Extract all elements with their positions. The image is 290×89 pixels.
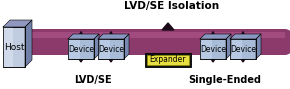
Bar [68, 39, 94, 59]
Polygon shape [94, 34, 99, 59]
Polygon shape [200, 34, 231, 39]
Polygon shape [162, 23, 174, 30]
Polygon shape [239, 32, 247, 41]
Bar [230, 39, 256, 59]
Bar [22, 32, 285, 38]
Bar [230, 39, 242, 59]
Text: Device: Device [68, 44, 94, 53]
Bar [68, 39, 94, 59]
Polygon shape [106, 54, 116, 62]
Polygon shape [256, 34, 261, 59]
Polygon shape [107, 32, 115, 41]
Text: LVD/SE: LVD/SE [74, 75, 112, 85]
Polygon shape [77, 32, 85, 41]
Polygon shape [98, 34, 129, 39]
Bar [68, 39, 80, 59]
Text: Expander: Expander [150, 56, 186, 65]
Polygon shape [3, 20, 32, 27]
Text: Device: Device [230, 44, 256, 53]
Bar [200, 39, 226, 59]
Text: Host: Host [4, 43, 24, 52]
Polygon shape [208, 54, 218, 62]
Bar [200, 39, 212, 59]
Bar [98, 39, 124, 59]
Bar [98, 39, 110, 59]
Ellipse shape [275, 29, 290, 55]
Text: LVD/SE Isolation: LVD/SE Isolation [124, 1, 220, 11]
Bar [3, 27, 25, 67]
Bar [230, 39, 256, 59]
Polygon shape [68, 34, 99, 39]
Polygon shape [76, 54, 86, 62]
Text: Device: Device [98, 44, 124, 53]
Bar [145, 53, 191, 67]
Bar [200, 39, 226, 59]
Bar [22, 29, 285, 55]
Polygon shape [238, 54, 248, 62]
Bar [3, 27, 25, 67]
Polygon shape [25, 20, 32, 67]
Bar [3, 27, 13, 67]
Polygon shape [230, 34, 261, 39]
Polygon shape [124, 34, 129, 59]
Ellipse shape [12, 29, 32, 55]
Text: Device: Device [200, 44, 226, 53]
Polygon shape [226, 34, 231, 59]
Polygon shape [209, 32, 217, 41]
Bar [147, 55, 189, 65]
Text: Single-Ended: Single-Ended [188, 75, 262, 85]
Bar [98, 39, 124, 59]
